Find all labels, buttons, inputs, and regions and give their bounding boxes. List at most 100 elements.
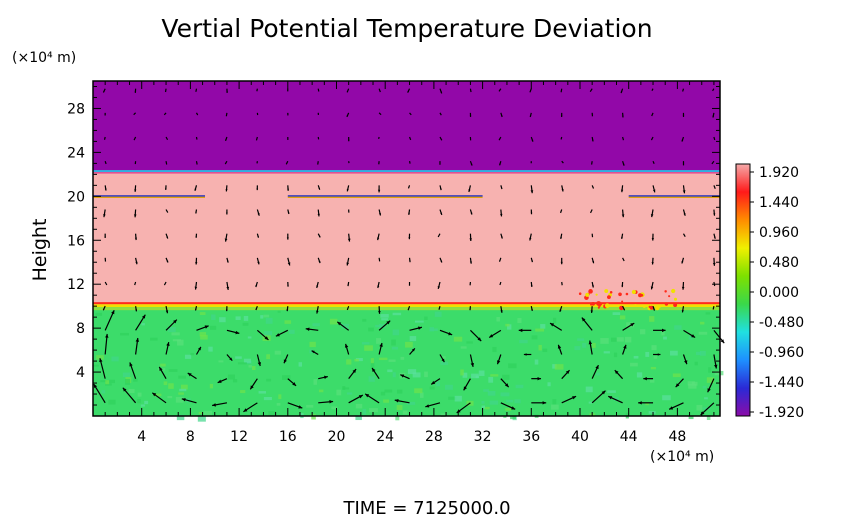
vector-arrow xyxy=(226,281,230,291)
speckle xyxy=(137,398,141,404)
vector-arrow xyxy=(712,112,715,118)
vector-arrow xyxy=(224,233,228,242)
vector-arrow xyxy=(668,402,684,410)
vector-arrow xyxy=(103,209,106,218)
vector-arrow xyxy=(336,321,350,331)
vector-arrow xyxy=(653,353,661,356)
vector-arrow xyxy=(622,136,625,141)
y-tick-label: 4 xyxy=(76,365,85,381)
vector-arrow xyxy=(588,340,593,355)
speckle xyxy=(630,362,638,367)
blob xyxy=(578,292,582,295)
speckle xyxy=(209,383,214,389)
vector-arrow xyxy=(226,329,240,335)
speckle xyxy=(484,406,490,410)
speckle xyxy=(502,374,510,380)
speckle xyxy=(243,315,249,321)
speckle xyxy=(362,318,367,322)
vector-arrow xyxy=(621,281,624,288)
vector-arrow xyxy=(165,136,169,141)
speckle xyxy=(180,384,188,390)
speckle xyxy=(93,364,99,367)
vector-arrow xyxy=(364,393,380,404)
speckle xyxy=(460,369,464,376)
speckle xyxy=(210,325,217,330)
vector-arrow xyxy=(287,402,303,409)
speckle xyxy=(508,363,517,369)
blob xyxy=(618,292,622,297)
speckle xyxy=(274,350,281,355)
vector-arrow xyxy=(104,160,107,165)
vector-arrow xyxy=(104,281,108,286)
vector-arrow xyxy=(134,233,138,241)
speckle xyxy=(197,415,206,422)
speckle xyxy=(96,355,104,360)
vector-arrow xyxy=(530,281,533,288)
speckle xyxy=(141,323,145,326)
vector-arrow xyxy=(559,209,563,214)
speckle xyxy=(153,393,162,397)
speckle xyxy=(610,337,618,342)
vector-arrow xyxy=(346,257,350,266)
speckle xyxy=(278,394,282,400)
vector-arrow xyxy=(255,281,258,288)
speckle xyxy=(645,402,649,406)
vector-arrow xyxy=(394,399,410,404)
vector-arrow xyxy=(468,185,472,193)
vector-arrow xyxy=(195,112,199,116)
speckle xyxy=(391,346,398,350)
vector-arrow xyxy=(622,305,626,311)
speckle xyxy=(369,408,378,413)
speckle xyxy=(714,370,724,376)
speckle xyxy=(329,318,338,325)
speckle xyxy=(265,317,273,324)
speckle xyxy=(698,331,708,335)
vector-arrow xyxy=(498,257,502,262)
speckle xyxy=(551,404,559,410)
vector-arrow xyxy=(518,328,532,333)
vector-arrow xyxy=(196,325,209,331)
speckle xyxy=(336,389,342,396)
speckle xyxy=(633,355,639,359)
speckle xyxy=(619,315,626,320)
boundary-yellow xyxy=(93,304,720,308)
vector-arrow xyxy=(194,281,198,290)
speckle xyxy=(406,401,416,405)
vector-arrow xyxy=(195,346,202,355)
vector-arrow xyxy=(346,112,350,118)
speckle xyxy=(309,341,316,348)
speckle xyxy=(538,344,542,351)
vector-arrow xyxy=(377,281,380,289)
speckle xyxy=(101,390,106,394)
vector-arrow xyxy=(378,257,381,262)
speckle xyxy=(111,356,119,362)
colorbar-label: 0.960 xyxy=(759,225,799,241)
speckle xyxy=(392,312,402,316)
vector-arrow xyxy=(287,378,297,387)
speckle xyxy=(612,312,621,316)
plot-frame xyxy=(92,80,721,417)
vector-arrow xyxy=(287,257,291,266)
vector-field xyxy=(93,88,725,416)
vector-arrow xyxy=(529,233,532,241)
speckle xyxy=(178,375,187,379)
blob xyxy=(591,301,595,306)
vector-arrow xyxy=(621,209,625,218)
speckle xyxy=(268,411,276,416)
colorbar-label: -1.920 xyxy=(759,405,804,421)
y-tick-label: 16 xyxy=(67,233,85,249)
vector-arrow xyxy=(317,185,321,190)
speckle xyxy=(460,346,467,349)
speckle xyxy=(248,365,252,368)
speckle xyxy=(208,346,213,352)
speckle xyxy=(500,392,510,397)
vector-arrow xyxy=(498,88,502,92)
vector-arrow xyxy=(133,136,137,141)
vector-arrow xyxy=(560,88,563,93)
speckle xyxy=(167,326,176,333)
x-tick-label: 16 xyxy=(279,429,297,445)
boundary-red xyxy=(93,302,720,305)
y-tick-label: 24 xyxy=(67,145,85,161)
speckle xyxy=(574,346,581,351)
speckle xyxy=(414,320,424,323)
